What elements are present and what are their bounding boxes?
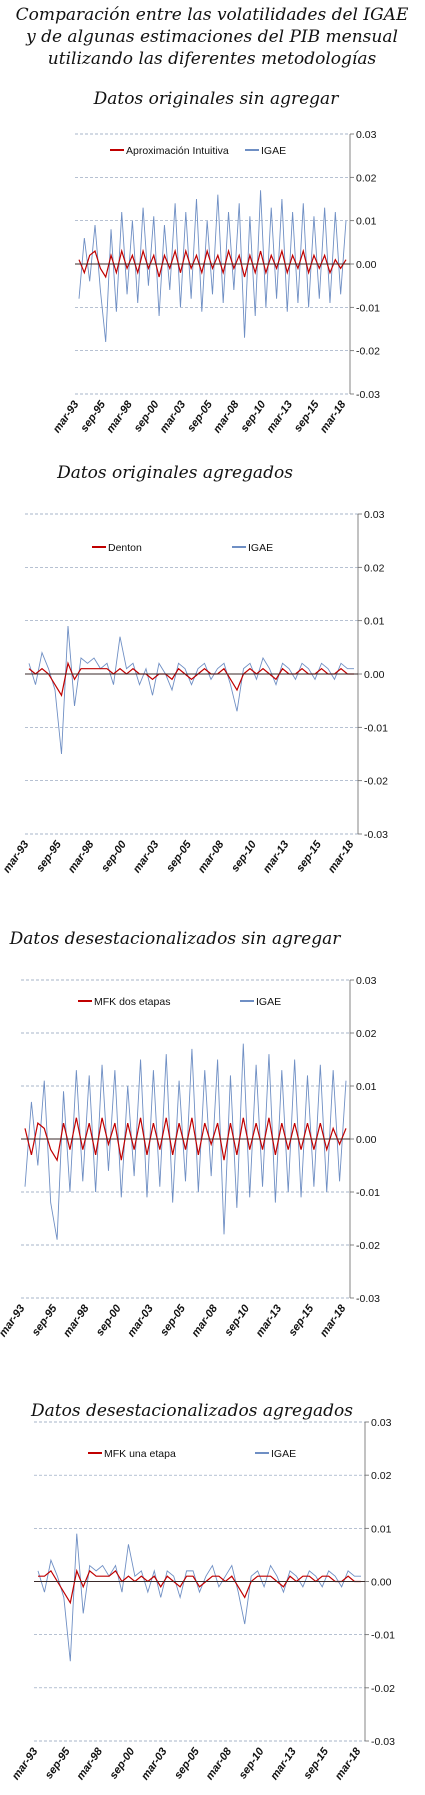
x-tick-label: mar-13 [254, 1303, 285, 1339]
x-tick-label: mar-98 [104, 398, 135, 435]
legend-label: IGAE [261, 145, 286, 157]
y-tick-label: 0.01 [356, 1081, 377, 1093]
series-line [38, 1568, 361, 1605]
x-tick-label: mar-03 [131, 839, 162, 875]
chart-subtitle: Datos originales agregados [56, 463, 293, 483]
y-tick-label: 0.03 [364, 509, 385, 521]
series-line [78, 248, 347, 279]
x-tick-label: mar-98 [66, 838, 97, 875]
x-tick-label: sep-15 [287, 1302, 317, 1338]
x-tick-label: mar-08 [211, 398, 242, 435]
x-tick-label: mar-93 [1, 839, 32, 875]
x-tick-label: mar-98 [75, 1745, 106, 1782]
y-tick-label: 0.03 [371, 1417, 392, 1429]
y-tick-label: 0.02 [371, 1470, 392, 1482]
legend-label: IGAE [248, 542, 273, 554]
y-tick-label: 0.02 [364, 562, 385, 574]
x-tick-label: sep-15 [294, 838, 324, 874]
y-tick-label: -0.02 [356, 1240, 380, 1252]
series-line [24, 1043, 347, 1240]
x-tick-label: mar-18 [326, 838, 357, 875]
legend-label: IGAE [271, 1448, 296, 1460]
y-tick-label: -0.03 [371, 1736, 395, 1748]
y-tick-label: -0.01 [356, 1187, 380, 1199]
x-tick-label: mar-18 [318, 1302, 349, 1339]
legend-label: Aproximación Intuitiva [126, 145, 229, 157]
chart-subtitle: Datos desestacionalizados agregados [30, 1401, 353, 1421]
x-tick-label: sep-10 [229, 838, 259, 874]
y-tick-label: 0.02 [356, 1028, 377, 1040]
x-tick-label: sep-05 [172, 1745, 202, 1781]
x-tick-label: sep-00 [94, 1302, 124, 1338]
x-tick-label: mar-03 [139, 1746, 170, 1782]
title-line: Comparación entre las volatilidades del … [16, 5, 409, 25]
x-tick-label: mar-08 [204, 1745, 235, 1782]
x-tick-label: sep-10 [237, 1745, 267, 1781]
x-tick-label: sep-05 [158, 1302, 188, 1338]
legend-label: MFK dos etapas [94, 996, 170, 1008]
legend-label: Denton [108, 542, 142, 554]
y-tick-label: 0.00 [356, 1134, 377, 1146]
x-tick-label: mar-03 [125, 1303, 156, 1339]
y-tick-label: -0.02 [364, 776, 388, 788]
chart-subtitle: Datos originales sin agregar [93, 89, 340, 109]
y-tick-label: -0.01 [356, 302, 380, 314]
x-tick-label: sep-95 [30, 1302, 60, 1338]
series-line [78, 190, 347, 343]
y-tick-label: 0.01 [371, 1523, 392, 1535]
y-tick-label: 0.00 [371, 1577, 392, 1589]
x-tick-label: sep-95 [34, 838, 64, 874]
series-line [28, 661, 354, 697]
title-line: utilizando las diferentes metodologías [48, 49, 377, 69]
y-tick-label: 0.00 [364, 669, 385, 681]
x-tick-label: mar-18 [318, 398, 349, 435]
x-tick-label: mar-03 [158, 399, 189, 435]
x-tick-label: sep-00 [108, 1745, 138, 1781]
legend-label: IGAE [256, 996, 281, 1008]
x-tick-label: mar-93 [0, 1303, 27, 1339]
y-tick-label: 0.00 [356, 259, 377, 271]
y-tick-label: 0.01 [356, 216, 377, 228]
y-tick-label: 0.03 [356, 975, 377, 987]
legend-label: MFK una etapa [104, 1448, 176, 1460]
x-tick-label: mar-13 [268, 1746, 299, 1782]
x-tick-label: mar-08 [190, 1302, 221, 1339]
x-tick-label: sep-15 [301, 1745, 331, 1781]
y-tick-label: 0.02 [356, 172, 377, 184]
y-tick-label: 0.03 [356, 129, 377, 141]
series-line [37, 1533, 361, 1662]
x-tick-label: mar-18 [333, 1745, 364, 1782]
x-tick-label: mar-98 [61, 1302, 92, 1339]
x-tick-label: mar-08 [196, 838, 227, 875]
y-tick-label: -0.01 [371, 1630, 395, 1642]
y-tick-label: 0.01 [364, 616, 385, 628]
y-tick-label: -0.03 [364, 829, 388, 841]
y-tick-label: -0.01 [364, 722, 388, 734]
x-tick-label: mar-93 [10, 1746, 41, 1782]
title-line: y de algunas estimaciones del PIB mensua… [25, 27, 398, 47]
y-tick-label: -0.02 [371, 1683, 395, 1695]
series-line [28, 625, 354, 755]
y-tick-label: -0.03 [356, 389, 380, 401]
x-tick-label: mar-13 [261, 839, 292, 875]
x-tick-label: sep-10 [222, 1302, 252, 1338]
chart-subtitle: Datos desestacionalizados sin agregar [9, 929, 342, 949]
series-line [24, 1117, 347, 1162]
x-tick-label: mar-93 [51, 399, 82, 435]
y-tick-label: -0.02 [356, 346, 380, 358]
y-tick-label: -0.03 [356, 1293, 380, 1305]
x-tick-label: sep-95 [43, 1745, 73, 1781]
x-tick-label: mar-13 [265, 399, 296, 435]
x-tick-label: sep-05 [164, 838, 194, 874]
x-tick-label: sep-00 [99, 838, 129, 874]
